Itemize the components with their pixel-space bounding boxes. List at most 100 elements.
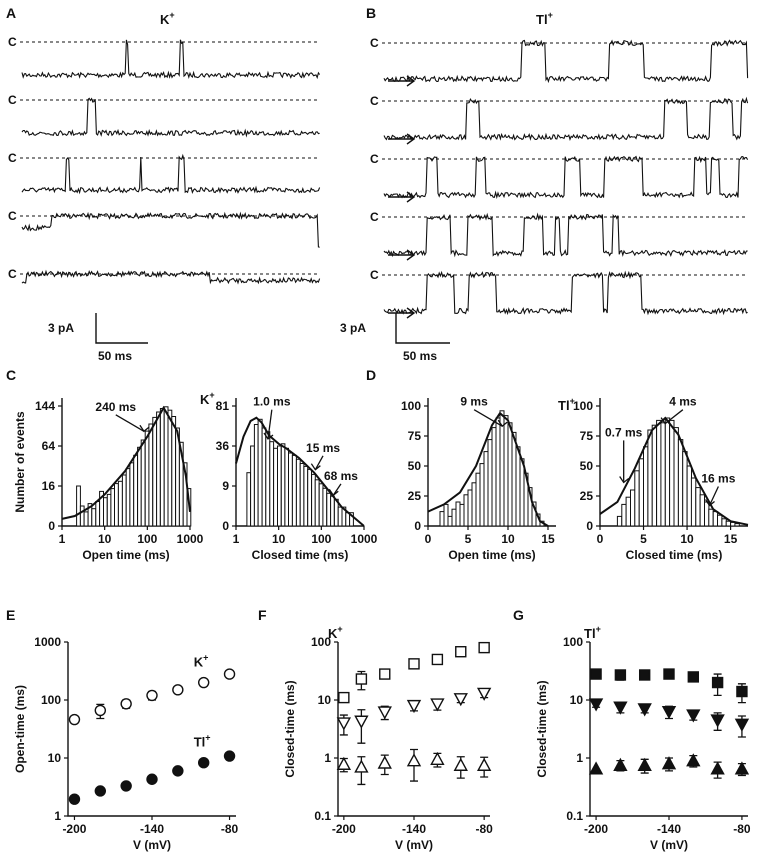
F-xtick-label-2: -80: [475, 822, 493, 836]
E-s0-point-1: [94, 704, 107, 717]
D-closed-fit-curve: [599, 416, 749, 526]
G-s1-point-1: [613, 701, 628, 715]
scale-bar-a-time: 50 ms: [98, 349, 132, 363]
C-open-bar-10: [106, 493, 112, 527]
C-closed-bar-1: [250, 445, 255, 527]
C-closed-bar-15: [303, 465, 309, 527]
E-s1-point-1: [94, 785, 107, 797]
F-s1-point-1: [354, 715, 369, 729]
D-open-title: Tl+: [558, 396, 575, 413]
C-open-xlabel: Open time (ms): [82, 548, 169, 562]
C-open-annotation-0: 240 ms: [95, 400, 136, 414]
C-closed-bar-3: [257, 418, 263, 527]
F-s0-point-4: [431, 653, 444, 666]
panel-label-a: A: [6, 5, 16, 21]
trace-panel-a: C C C C C: [8, 35, 321, 285]
F-s2-point-0: [336, 756, 352, 770]
panel-label-d: D: [366, 367, 376, 383]
D-closed-bar-6: [643, 446, 649, 527]
F-xtick-label-0: -200: [332, 822, 356, 836]
D-open-ytick-label-1: 25: [408, 489, 422, 503]
D-closed-bar-23: [717, 514, 723, 527]
E-s0-point-3: [146, 689, 158, 702]
F-ylabel: Closed-time (ms): [283, 680, 297, 777]
C-closed-annotation-arrow-0: [267, 409, 273, 440]
C-closed-bar-16: [307, 468, 313, 527]
chart-E: -200 -140 -80 1 10 100 1000 V (mV) Open-time (ms…: [13, 635, 239, 852]
D-closed-annotation-head-2: [704, 499, 715, 507]
scale-bar-b: 3 pA 50 ms: [340, 313, 450, 363]
chart-C-closed: 1 10 100 1000 0 9 36 81 Closed time (ms) 1.0 ms 15…: [216, 395, 378, 562]
C-closed-annotation-0: 1.0 ms: [253, 395, 291, 409]
trace-b-title: Tl+: [536, 10, 553, 27]
D-closed-annotation-0: 0.7 ms: [605, 425, 643, 439]
trace-b-open-arrow-2: [388, 191, 416, 203]
D-closed-bar-7: [647, 429, 653, 527]
D-open-bar-4: [455, 501, 461, 527]
G-xtick-label-2: -80: [733, 822, 751, 836]
E-axes: [67, 642, 236, 817]
F-title-sym: K: [328, 626, 338, 641]
chart-D-closed: 0 5 10 15 0 25 50 75 100 Closed time (ms) 0.7 ms 4 …: [573, 395, 749, 562]
C-open-bar-26: [167, 409, 173, 527]
D-open-bar-6: [463, 494, 469, 527]
D-open-bar-17: [507, 422, 513, 527]
D-closed-bar-5: [638, 458, 645, 527]
D-open-xlabel: Open time (ms): [448, 548, 535, 562]
D-closed-bar-3: [630, 489, 636, 527]
D-closed-bar-20: [704, 501, 710, 527]
trace-b-sweep-0: [383, 39, 749, 84]
F-s0-point-6: [478, 641, 490, 654]
C-closed-bar-6: [269, 441, 275, 527]
C-open-bar-21: [148, 423, 154, 527]
E-s1-point-6: [223, 750, 236, 762]
C-open-bar-23: [156, 411, 161, 527]
F-s0-point-5: [455, 646, 467, 658]
C-open-xtick-label-1: 10: [98, 532, 112, 546]
D-open-annotation-0: 9 ms: [460, 395, 488, 409]
trace-a-sweep-3: [21, 211, 320, 248]
D-closed-bar-13: [673, 427, 679, 527]
C-closed-annotation-head-2: [328, 488, 339, 497]
D-open-xtick-label-1: 5: [465, 532, 472, 546]
trace-a-sweep-4: [21, 269, 321, 285]
panel-label-g: G: [513, 607, 524, 623]
C-open-title: K+: [200, 390, 215, 407]
trace-b-open-arrow-0: [388, 75, 416, 87]
D-open-bar-15: [499, 410, 505, 527]
D-closed-bar-2: [625, 496, 631, 527]
F-xlabel: V (mV): [395, 838, 433, 852]
trace-b-sweep-4: [383, 270, 748, 316]
F-s1-point-6: [476, 687, 492, 701]
trace-b-open-arrow-1: [388, 133, 416, 145]
E-xtick-label-0: -200: [62, 822, 86, 836]
D-open-annotation-arrow-0: [473, 409, 503, 427]
D-closed-bar-21: [708, 508, 714, 527]
F-s1-point-5: [453, 693, 468, 707]
panel-label-e: E: [6, 607, 15, 623]
G-s0-point-0: [590, 668, 602, 680]
C-closed-bar-0: [246, 472, 252, 527]
C-open-xtick-label-3: 1000: [177, 532, 204, 546]
D-closed-ytick-label-1: 25: [580, 489, 594, 503]
trace-a-sweep-0: [21, 39, 321, 80]
D-closed-bar-16: [686, 465, 692, 527]
trace-b-sweep-3: [383, 212, 748, 258]
D-open-bar-10: [479, 463, 485, 527]
C-open-bar-19: [140, 439, 146, 527]
F-s0-point-1: [355, 673, 368, 685]
C-closed-xtick-label-3: 1000: [351, 532, 378, 546]
D-open-bar-0: [439, 511, 445, 527]
C-open-bar-2: [76, 485, 81, 527]
C-closed-xtick-label-1: 10: [272, 532, 286, 546]
D-open-annotation-head-0: [497, 419, 508, 428]
panel-label-f: F: [258, 607, 267, 623]
C-open-bar-25: [163, 406, 169, 527]
C-closed-bar-24: [337, 506, 343, 527]
G-xlabel: V (mV): [650, 838, 688, 852]
D-closed-ytick-label-4: 100: [573, 399, 593, 413]
trace-a-sweep-1: [21, 97, 320, 138]
trace-b-sweep-2: [383, 155, 749, 200]
G-s2-point-4: [686, 753, 701, 767]
